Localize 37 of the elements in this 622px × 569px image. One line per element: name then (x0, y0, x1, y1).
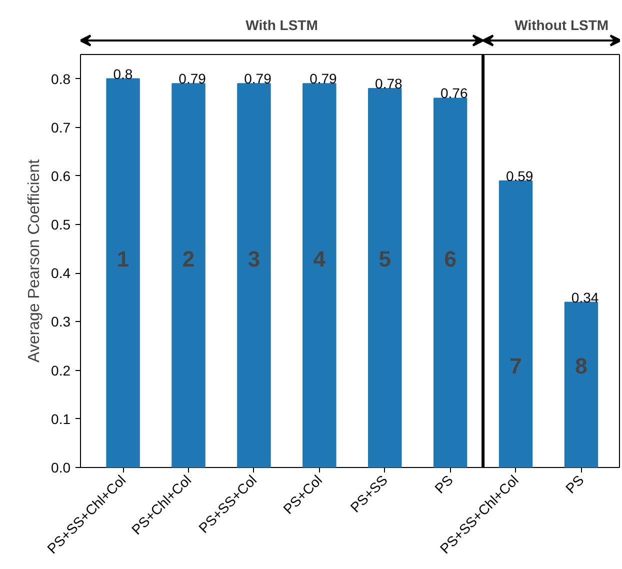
annotation: 7 (510, 353, 522, 378)
data-label: 0.79 (310, 70, 338, 87)
y-tick-label: 0.3 (51, 314, 71, 330)
bar (237, 83, 271, 468)
data-label: 0.59 (506, 168, 534, 184)
bar (106, 78, 140, 468)
y-tick-label: 0.0 (51, 460, 71, 476)
annotation: 3 (248, 246, 260, 272)
data-label: 0.8 (113, 66, 133, 82)
y-axis-title: Average Pearson Coefficient (26, 158, 44, 363)
data-label: 0.34 (571, 289, 599, 306)
x-tick-label: PS (562, 472, 587, 496)
annotation: 4 (313, 246, 326, 272)
y-tick-label: 0.2 (51, 362, 71, 378)
data-label: 0.79 (178, 70, 206, 87)
y-tick-label: 0.8 (51, 70, 71, 87)
bar (302, 83, 336, 468)
annotation: 2 (182, 246, 195, 272)
annotation: 8 (575, 353, 588, 378)
data-label: 0.76 (440, 85, 468, 102)
text: With LSTM (246, 17, 318, 33)
y-tick-label: 0.4 (51, 265, 71, 282)
text: Without LSTM (514, 17, 609, 33)
y-tick-label: 0.5 (51, 216, 71, 233)
bar (564, 302, 598, 468)
annotation: 1 (116, 246, 130, 272)
bar (172, 83, 206, 468)
y-tick-label: 0.7 (51, 119, 71, 136)
data-label: 0.79 (244, 70, 272, 87)
data-label: 0.78 (375, 76, 403, 92)
y-tick-label: 0.1 (51, 410, 71, 427)
bar (368, 88, 402, 468)
y-tick-label: 0.6 (51, 168, 71, 184)
annotation: 5 (378, 246, 391, 272)
bar (498, 180, 533, 468)
annotation: 6 (444, 246, 456, 272)
bar (433, 98, 468, 468)
